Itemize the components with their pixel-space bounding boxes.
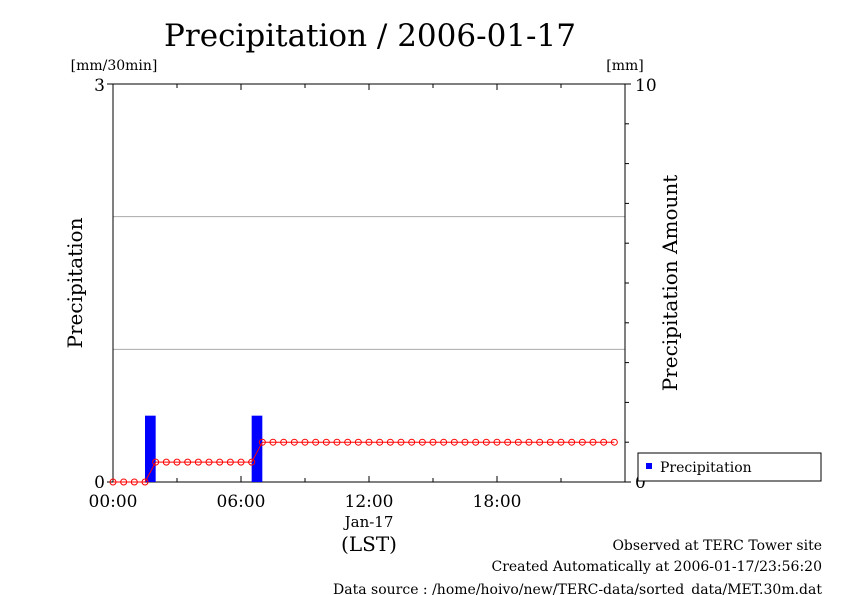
legend: Precipitation <box>637 452 822 482</box>
right-axis-ticks <box>625 83 631 483</box>
cumulative-point-3 <box>141 478 149 486</box>
cumulative-point-28 <box>408 438 416 446</box>
right-tick-label-min: 0 <box>635 473 646 493</box>
left-axis-ticks <box>107 83 113 483</box>
cumulative-point-32 <box>450 438 458 446</box>
cumulative-point-11 <box>226 458 234 466</box>
cumulative-point-35 <box>482 438 490 446</box>
cumulative-point-29 <box>418 438 426 446</box>
cumulative-point-9 <box>205 458 213 466</box>
cumulative-point-13 <box>248 458 256 466</box>
cumulative-point-6 <box>173 458 181 466</box>
cumulative-point-40 <box>536 438 544 446</box>
cumulative-point-24 <box>365 438 373 446</box>
cumulative-point-44 <box>578 438 586 446</box>
cumulative-point-10 <box>216 458 224 466</box>
cumulative-point-5 <box>162 458 170 466</box>
cumulative-point-16 <box>280 438 288 446</box>
precipitation-bar-1 <box>251 415 263 482</box>
x-tick-label-0000: 00:00 <box>89 492 138 512</box>
cumulative-point-25 <box>376 438 384 446</box>
left-axis-unit: [mm/30min] <box>71 58 158 74</box>
cumulative-point-26 <box>386 438 394 446</box>
cumulative-point-15 <box>269 438 277 446</box>
cumulative-point-38 <box>514 438 522 446</box>
cumulative-point-20 <box>322 438 330 446</box>
footer-created-timestamp: Created Automatically at 2006-01-17/23:5… <box>491 559 822 575</box>
cumulative-point-31 <box>440 438 448 446</box>
cumulative-point-4 <box>152 458 160 466</box>
x-axis-ticks <box>112 84 626 482</box>
gridlines <box>113 216 625 350</box>
cumulative-point-41 <box>546 438 554 446</box>
cumulative-point-19 <box>312 438 320 446</box>
x-axis-timezone-label: (LST) <box>341 532 397 556</box>
x-tick-label-0600: 06:00 <box>217 492 266 512</box>
cumulative-point-46 <box>600 438 608 446</box>
footer-data-source: Data source : /home/hoivo/new/TERC-data/… <box>333 582 822 595</box>
cumulative-point-34 <box>472 438 480 446</box>
x-tick-label-1200: 12:00 <box>345 492 394 512</box>
cumulative-line <box>113 441 615 483</box>
footer-observation-site: Observed at TERC Tower site <box>612 538 822 554</box>
cumulative-point-37 <box>504 438 512 446</box>
left-tick-label-max: 3 <box>94 76 105 96</box>
cumulative-point-0 <box>109 478 117 486</box>
cumulative-point-17 <box>290 438 298 446</box>
x-axis-date-label: Jan-17 <box>343 513 394 531</box>
cumulative-series <box>109 438 618 486</box>
right-axis-unit: [mm] <box>606 58 643 74</box>
cumulative-point-14 <box>258 438 266 446</box>
cumulative-point-12 <box>237 458 245 466</box>
plot-frame <box>112 83 626 483</box>
cumulative-point-33 <box>461 438 469 446</box>
precipitation-bars <box>145 415 263 482</box>
left-tick-label-min: 0 <box>94 473 105 493</box>
cumulative-point-22 <box>344 438 352 446</box>
cumulative-point-1 <box>120 478 128 486</box>
right-tick-label-max: 10 <box>635 76 657 96</box>
legend-box <box>637 452 822 482</box>
legend-label-precipitation: Precipitation <box>660 460 752 476</box>
right-axis-title: Precipitation Amount <box>658 175 682 392</box>
precipitation-bar-0 <box>145 415 156 482</box>
cumulative-point-36 <box>493 438 501 446</box>
left-axis-title: Precipitation <box>63 217 87 348</box>
cumulative-point-7 <box>184 458 192 466</box>
cumulative-point-45 <box>589 438 597 446</box>
cumulative-point-8 <box>194 458 202 466</box>
cumulative-point-42 <box>557 438 565 446</box>
cumulative-point-18 <box>301 438 309 446</box>
cumulative-point-30 <box>429 438 437 446</box>
cumulative-point-39 <box>525 438 533 446</box>
cumulative-point-43 <box>568 438 576 446</box>
chart-title: Precipitation / 2006-01-17 <box>164 18 576 54</box>
cumulative-point-47 <box>610 438 618 446</box>
legend-swatch-precipitation <box>646 463 652 469</box>
cumulative-point-2 <box>130 478 138 486</box>
cumulative-point-27 <box>397 438 405 446</box>
x-tick-label-1800: 18:00 <box>473 492 522 512</box>
cumulative-point-23 <box>354 438 362 446</box>
cumulative-point-21 <box>333 438 341 446</box>
